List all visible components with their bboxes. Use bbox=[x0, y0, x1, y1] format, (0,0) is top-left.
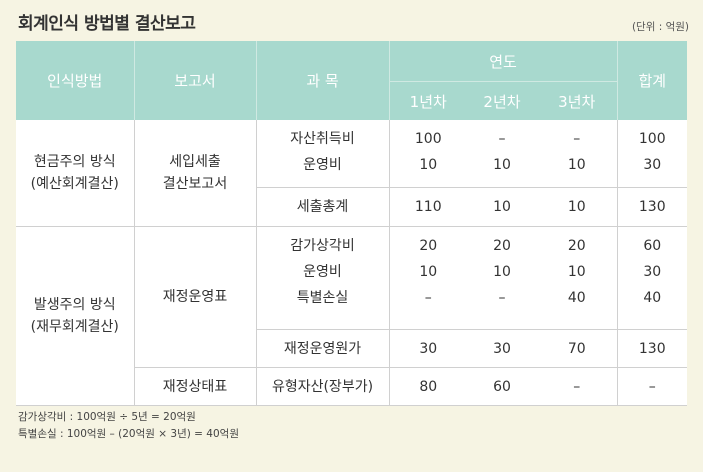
header-y1: 1년차 bbox=[389, 81, 467, 120]
items-accrual: 감가상각비 운영비 특별손실 bbox=[256, 226, 390, 330]
table-row-asset: 재정상태표 유형자산(장부가) 80 60 – – bbox=[16, 367, 688, 406]
header-report: 보고서 bbox=[134, 41, 257, 120]
y2-cash: – 10 bbox=[467, 120, 537, 188]
footnote-special-loss: 특별손실 : 100억원 – (20억원 × 3년) = 40억원 bbox=[18, 428, 239, 440]
total-accrual: 60 30 40 bbox=[617, 226, 688, 330]
header-year: 연도 bbox=[389, 41, 618, 82]
y1-accrual: 20 10 – bbox=[389, 226, 467, 330]
y3-accrual: 20 10 40 bbox=[537, 226, 618, 330]
sum-y3-cash: 10 bbox=[537, 187, 618, 227]
asset-total: – bbox=[617, 367, 688, 406]
table-row: 현금주의 방식 (예산회계결산) 세입세출 결산보고서 자산취득비 운영비 10… bbox=[16, 120, 688, 227]
header-method: 인식방법 bbox=[16, 41, 135, 120]
report-table: 인식방법 보고서 과 목 연도 합계 1년차 2년차 3년차 현금주의 방식 (… bbox=[16, 41, 688, 406]
sum-y2-accrual: 30 bbox=[467, 329, 537, 368]
sum-total-cash: 130 bbox=[617, 187, 688, 227]
total-cash: 100 30 bbox=[617, 120, 688, 188]
sum-item-accrual: 재정운영원가 bbox=[256, 329, 390, 368]
header-total: 합계 bbox=[617, 41, 688, 120]
asset-item: 유형자산(장부가) bbox=[256, 367, 390, 406]
asset-y3: – bbox=[537, 367, 618, 406]
header-y3: 3년차 bbox=[537, 81, 618, 120]
header-y2: 2년차 bbox=[467, 81, 537, 120]
asset-y1: 80 bbox=[389, 367, 467, 406]
items-cash: 자산취득비 운영비 bbox=[256, 120, 390, 188]
report-cash: 세입세출 결산보고서 bbox=[134, 120, 257, 227]
report-accrual-2: 재정상태표 bbox=[134, 367, 257, 406]
sum-item-cash: 세출총계 bbox=[256, 187, 390, 227]
sum-total-accrual: 130 bbox=[617, 329, 688, 368]
y2-accrual: 20 10 – bbox=[467, 226, 537, 330]
sum-y1-accrual: 30 bbox=[389, 329, 467, 368]
sum-y3-accrual: 70 bbox=[537, 329, 618, 368]
footnotes: 감가상각비 : 100억원 ÷ 5년 = 20억원 특별손실 : 100억원 –… bbox=[18, 409, 239, 443]
method-cash: 현금주의 방식 (예산회계결산) bbox=[16, 120, 135, 227]
table-row-sum: 재정운영원가 30 30 70 130 bbox=[16, 329, 688, 368]
method-accrual: 발생주의 방식 (재무회계결산) bbox=[16, 226, 135, 406]
sum-y1-cash: 110 bbox=[389, 187, 467, 227]
unit-label: (단위 : 억원) bbox=[631, 21, 689, 33]
asset-y2: 60 bbox=[467, 367, 537, 406]
report-accrual-1: 재정운영표 bbox=[134, 226, 257, 368]
sum-y2-cash: 10 bbox=[467, 187, 537, 227]
table-row: 발생주의 방식 (재무회계결산) 재정운영표 감가상각비 운영비 특별손실 20… bbox=[16, 226, 688, 406]
header-item: 과 목 bbox=[256, 41, 390, 120]
page-title: 회계인식 방법별 결산보고 bbox=[18, 14, 196, 34]
footnote-depreciation: 감가상각비 : 100억원 ÷ 5년 = 20억원 bbox=[18, 411, 196, 423]
y1-cash: 100 10 bbox=[389, 120, 467, 188]
y3-cash: – 10 bbox=[537, 120, 618, 188]
header-row-2: 1년차 2년차 3년차 bbox=[16, 81, 687, 120]
table-row-sum: 세출총계 110 10 10 130 bbox=[16, 187, 688, 227]
header-row-1: 인식방법 보고서 과 목 연도 합계 bbox=[16, 41, 688, 120]
